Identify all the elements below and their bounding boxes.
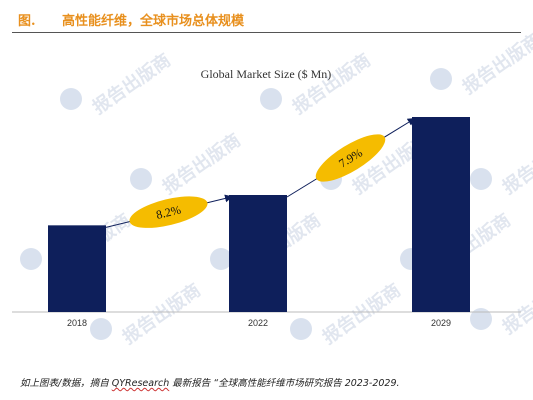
cagr-ellipse bbox=[129, 196, 208, 228]
source-footnote: 如上图表/数据，摘自 QYResearch 最新报告 “全球高性能纤维市场研究报… bbox=[20, 375, 525, 389]
watermark-logo-icon bbox=[210, 248, 232, 270]
bar-2022 bbox=[229, 195, 287, 312]
bar-chart: Global Market Size ($ Mn) 2018 2022 2029 8… bbox=[12, 67, 521, 328]
x-tick-label-2018: 2018 bbox=[67, 318, 87, 328]
watermark-logo-icon bbox=[290, 318, 312, 340]
footnote-prefix: 如上图表/数据，摘自 bbox=[20, 378, 112, 389]
footnote-suffix: 最新报告 “全球高性能纤维市场研究报告 2023-2029. bbox=[169, 378, 400, 389]
growth-annotations: 8.2% 7.9% bbox=[105, 117, 416, 228]
watermark-logo-icon bbox=[130, 168, 152, 190]
watermark-logo-icon bbox=[430, 68, 452, 90]
footnote-brand: QYResearch bbox=[111, 378, 170, 389]
bar-2029 bbox=[412, 117, 470, 312]
figure-label: 图. bbox=[18, 14, 36, 29]
cagr-text: 8.2% bbox=[155, 202, 183, 222]
header: 图. 高性能纤维，全球市场总体规模 bbox=[0, 0, 533, 34]
bars-group bbox=[48, 117, 470, 312]
cagr-label-1: 8.2% bbox=[129, 196, 208, 228]
watermark-logo-icon bbox=[470, 168, 492, 190]
watermark-logo-icon bbox=[260, 88, 282, 110]
watermark-logo-icon bbox=[60, 88, 82, 110]
x-tick-label-2022: 2022 bbox=[248, 318, 268, 328]
x-tick-labels: 2018 2022 2029 bbox=[67, 318, 451, 328]
cagr-ellipse bbox=[315, 134, 386, 182]
header-divider bbox=[12, 32, 521, 33]
cagr-label-2: 7.9% bbox=[315, 134, 386, 182]
chart-title: Global Market Size ($ Mn) bbox=[201, 67, 332, 81]
x-tick-label-2029: 2029 bbox=[431, 318, 451, 328]
watermark-logo-icon bbox=[90, 318, 112, 340]
watermark-logo-icon bbox=[20, 248, 42, 270]
figure-title: 高性能纤维，全球市场总体规模 bbox=[62, 14, 245, 29]
watermark-logo-icon bbox=[470, 308, 492, 330]
bar-2018 bbox=[48, 225, 106, 312]
